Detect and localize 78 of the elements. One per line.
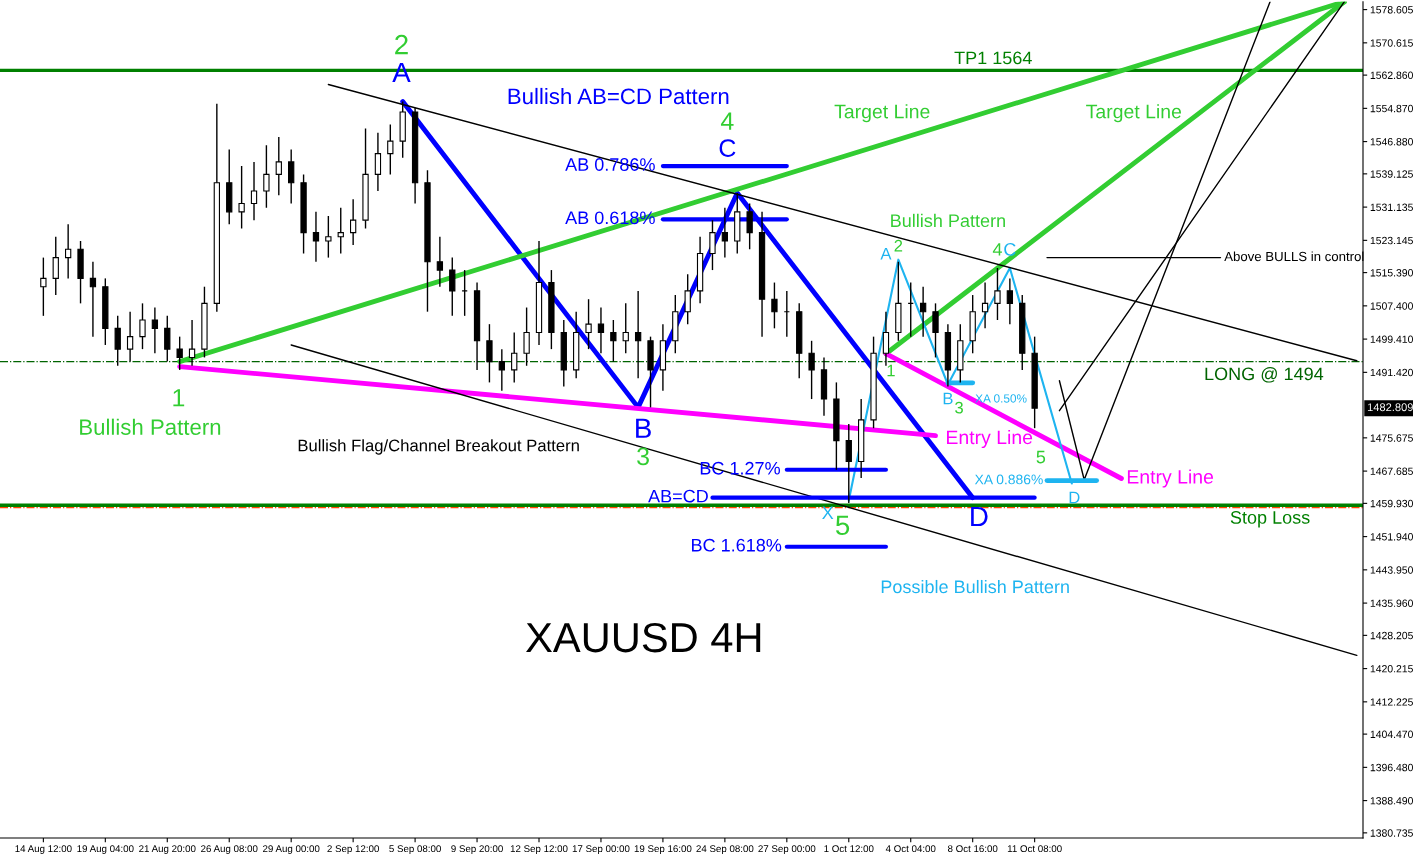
y-tick-label: 1412.225	[1370, 698, 1413, 706]
x-tick-label: 19 Aug 04:00	[77, 845, 134, 855]
annotation: XA 0.50%	[975, 394, 1027, 403]
annotation: X	[822, 506, 834, 519]
y-tick-label: 1523.145	[1370, 236, 1413, 245]
ref-line-label: Stop Loss	[1230, 511, 1310, 528]
y-tick-label: 1546.880	[1370, 138, 1413, 146]
annotation: B	[943, 392, 953, 405]
y-tick-label: 1380.735	[1370, 829, 1413, 837]
annotation: Target Line	[834, 104, 930, 123]
annotation: Bullish Flag/Channel Breakout Pattern	[298, 439, 579, 455]
annotation: XAUUSD 4H	[526, 622, 761, 653]
y-tick-label: 1459.930	[1370, 499, 1413, 508]
y-tick-label: 1404.470	[1370, 730, 1413, 738]
y-tick-label: 1499.410	[1370, 335, 1413, 343]
x-tick-label: 26 Aug 08:00	[201, 845, 258, 855]
x-tick-label: 12 Sep 12:00	[510, 845, 568, 855]
y-tick-label: 1428.205	[1370, 631, 1413, 640]
text: 1482.809	[1367, 403, 1413, 412]
x-tick-label: 11 Oct 08:00	[1007, 845, 1062, 853]
annotation: 2	[395, 34, 408, 55]
annotation: 2	[894, 239, 903, 252]
annotation: 1	[887, 364, 895, 377]
y-tick-label: 1443.950	[1370, 566, 1413, 574]
y-tick-label: 1491.420	[1370, 368, 1413, 377]
x-tick-label: 21 Aug 20:00	[139, 845, 196, 855]
annotation: Bullish Pattern	[80, 418, 221, 435]
annotation: Entry Line	[947, 429, 1033, 449]
annotation: B	[636, 418, 651, 438]
annotation: Bullish AB=CD Pattern	[508, 87, 729, 105]
y-tick-label: 1388.490	[1370, 797, 1413, 805]
annotation: 3	[637, 447, 649, 466]
x-tick-label: 14 Aug 12:00	[15, 845, 72, 855]
annotation: D	[971, 506, 988, 527]
y-tick-label: 1451.940	[1370, 533, 1413, 541]
x-tick-label: 9 Sep 20:00	[451, 845, 503, 855]
y-tick-label: 1467.685	[1370, 467, 1413, 475]
annotation: Bullish Pattern	[891, 213, 1005, 228]
annotation: C	[719, 139, 736, 157]
annotation: 1	[173, 389, 185, 407]
y-tick-label: 1570.615	[1370, 39, 1413, 47]
x-tick-label: 19 Sep 16:00	[634, 845, 692, 855]
annotation: Target Line	[1086, 104, 1182, 123]
annotation: XA 0.886%	[974, 474, 1043, 485]
annotation: AB=CD	[648, 489, 708, 503]
x-tick-label: 29 Aug 00:00	[263, 845, 320, 855]
y-tick-label: 1562.860	[1370, 71, 1413, 79]
annotation: D	[1069, 491, 1080, 504]
annotation: 3	[955, 401, 963, 414]
y-tick-label: 1420.215	[1370, 665, 1413, 673]
x-tick-label: 17 Sep 00:00	[572, 845, 630, 855]
annotation: A	[880, 247, 892, 260]
y-tick-label: 1396.480	[1370, 763, 1413, 772]
y-tick-label: 1578.605	[1370, 6, 1413, 14]
x-tick-label: 2 Sep 12:00	[327, 845, 379, 855]
y-tick-label: 1475.675	[1370, 434, 1413, 442]
annotation: BC 1.618%	[692, 538, 782, 552]
annotation: 5	[835, 515, 850, 536]
x-tick-label: 27 Sep 00:00	[758, 845, 816, 855]
ref-line-label: LONG @ 1494	[1205, 367, 1324, 383]
annotation: C	[1004, 243, 1016, 256]
y-tick-label: 1507.400	[1370, 302, 1413, 310]
y-tick-label: 1539.125	[1370, 170, 1413, 178]
annotation: Possible Bullish Pattern	[881, 579, 1069, 594]
x-tick-label: 8 Oct 16:00	[947, 845, 998, 853]
y-tick-label: 1435.960	[1370, 599, 1413, 607]
x-tick-label: 4 Oct 04:00	[885, 845, 936, 853]
x-tick-label: 5 Sep 08:00	[389, 845, 441, 855]
annotation: 4	[992, 243, 1002, 256]
annotation: 4	[720, 112, 734, 130]
x-tick-label: 24 Sep 08:00	[696, 845, 754, 855]
y-tick-label: 1531.135	[1370, 203, 1413, 211]
annotation: 5	[1036, 450, 1046, 464]
annotation: Entry Line	[1127, 469, 1214, 488]
x-tick-label: 1 Oct 12:00	[824, 845, 874, 853]
y-tick-label: 1554.870	[1370, 104, 1413, 113]
ref-line-label: TP1 1564	[954, 51, 1032, 65]
y-tick-label: 1515.390	[1370, 269, 1413, 277]
